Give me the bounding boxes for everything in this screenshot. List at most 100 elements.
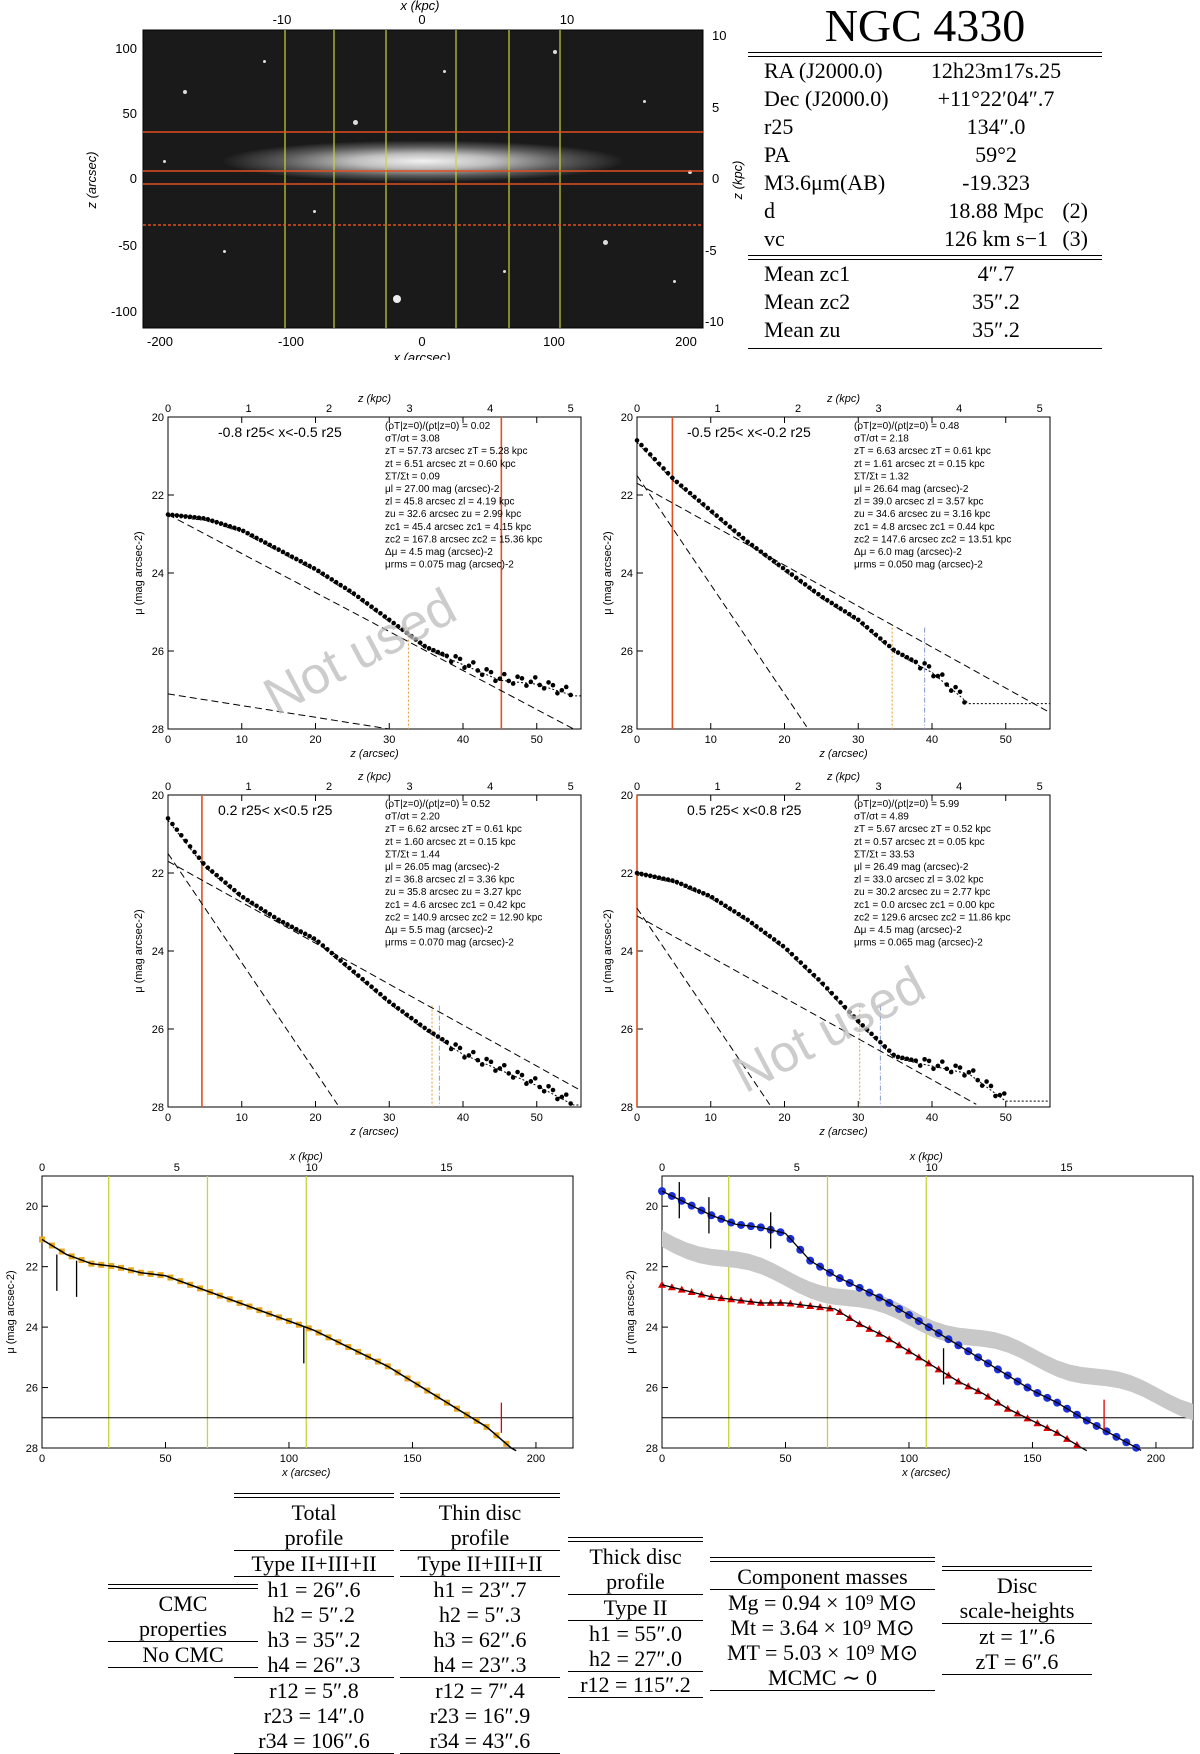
data-point [205, 865, 211, 870]
data-point [395, 1005, 401, 1011]
data-point [245, 897, 250, 903]
fit-annotation: σT/σt = 2.20 [385, 812, 440, 823]
x-top-tick-label: 5 [568, 781, 574, 793]
x-tick-label: 20 [778, 734, 790, 746]
data-point [652, 874, 657, 880]
table-cell: h3 = 62″.6 [433, 1627, 527, 1652]
fit-annotation: Δμ = 6.0 mag (arcsec)-2 [854, 547, 962, 558]
x-tick-label: 0 [634, 734, 640, 746]
data-point [435, 649, 441, 655]
table-cell: Type II+III+II [417, 1551, 543, 1576]
data-point [205, 517, 211, 522]
table-cell: Thick disc [589, 1544, 682, 1569]
vertical-profile-panel: 0 10 20 30 40 50 0 1 2 3 4 5 z (kpc) z (arcsec) 20 22 24… [602, 393, 1051, 760]
y-tick-label: 26 [621, 1024, 633, 1036]
property-row: vc 126 km s−1 (3) [748, 225, 1102, 253]
galaxy-name: NGC 4330 [824, 0, 1026, 51]
data-point [798, 578, 804, 584]
property-key: Dec (J2000.0) [764, 86, 889, 111]
data-point [289, 554, 295, 559]
table-cell: r12 = 5″.8 [269, 1678, 359, 1703]
fit-annotation: Δμ = 4.5 mag (arcsec)-2 [385, 547, 493, 558]
x-top-tick-label: 0 [39, 1162, 45, 1174]
data-point [563, 1092, 569, 1097]
radial-profile-panel: 0 50 100 150 200 0 5 10 15 x (kpc) x (arcsec) 20 22 2… [5, 1151, 574, 1479]
table-cell: zt = 1″.6 [979, 1624, 1055, 1649]
data-point [448, 659, 454, 665]
x-tick-label: 150 [403, 1453, 421, 1465]
data-point [364, 601, 370, 606]
x-tick-label: 30 [383, 1112, 395, 1124]
data-point [519, 1072, 525, 1078]
data-point [263, 909, 268, 914]
data-point [174, 827, 180, 832]
fit-line [661, 1190, 1142, 1451]
data-point [453, 654, 458, 659]
data-point [254, 903, 259, 909]
x-tick-label: 50 [531, 1112, 543, 1124]
y-axis-label: μ (mag arcsec-2) [602, 531, 614, 614]
data-point [386, 617, 392, 623]
y-tick-label: 26 [152, 1024, 164, 1036]
data-point [754, 924, 759, 929]
image-left-tick: -100 [111, 304, 137, 319]
data-point [316, 568, 321, 574]
data-point [851, 614, 857, 620]
property-row: M3.6μm(AB) -19.323 [748, 169, 1102, 197]
data-point [183, 514, 188, 519]
data-point [701, 502, 706, 507]
data-point [555, 690, 560, 696]
x-top-tick-label: 5 [794, 1162, 800, 1174]
fit-annotation: ΣT/Σt = 1.44 [385, 849, 440, 860]
x-top-tick-label: 1 [245, 403, 251, 415]
data-point [882, 1044, 888, 1049]
y-tick-label: 24 [26, 1322, 38, 1334]
data-point [440, 1036, 445, 1042]
table-cell: h4 = 26″.3 [267, 1652, 361, 1677]
image-left-tick: -50 [118, 238, 137, 253]
data-point [342, 961, 348, 967]
data-point [502, 1062, 507, 1068]
fit-annotation: (ρT|z=0)/(ρt|z=0) = 0.48 [854, 421, 960, 432]
data-point [400, 627, 405, 632]
fit-annotation: ΣT/Σt = 33.53 [854, 849, 915, 860]
fit-annotation: Δμ = 4.5 mag (arcsec)-2 [854, 925, 962, 936]
data-point [749, 542, 755, 548]
table-cell: MT = 5.03 × 10⁹ M⊙ [726, 1640, 919, 1665]
data-point [347, 588, 352, 593]
data-point [546, 1083, 551, 1089]
data-point [909, 1057, 914, 1063]
data-point [639, 871, 644, 877]
fit-line [41, 1238, 517, 1452]
thin-disc-column: Thin disc profile Type II+III+II h1 = 23″.7… [400, 1491, 560, 1754]
fit-annotation: ΣT/Σt = 1.32 [854, 471, 909, 482]
data-point [979, 1083, 985, 1088]
data-point [510, 681, 516, 686]
table-cell: Mt = 3.64 × 10⁹ M⊙ [730, 1615, 915, 1640]
data-point [227, 524, 233, 529]
table-cell: MCMC ∼ 0 [768, 1665, 877, 1690]
data-point [471, 660, 476, 665]
data-point [665, 470, 671, 476]
top-axis-label: z (kpc) [357, 771, 391, 783]
table-cell: h4 = 23″.3 [433, 1652, 527, 1677]
y-tick-label: 22 [646, 1262, 658, 1274]
data-point [568, 692, 573, 698]
data-point [267, 542, 273, 548]
x-tick-label: 30 [852, 734, 864, 746]
y-axis-label: μ (mag arcsec-2) [5, 1270, 17, 1353]
fit-annotation: zc2 = 147.6 arcsec zc2 = 13.51 kpc [854, 534, 1011, 545]
y-tick-label: 28 [621, 1102, 633, 1114]
fit-annotation: zt = 0.57 arcsec zt = 0.05 kpc [854, 837, 985, 848]
data-point [674, 879, 680, 885]
x-top-tick-label: 10 [306, 1162, 318, 1174]
data-point [373, 988, 379, 993]
y-tick-label: 22 [621, 490, 633, 502]
mean-key: Mean zc2 [764, 289, 851, 314]
fit-annotation: zc1 = 4.6 arcsec zc1 = 0.42 kpc [385, 900, 526, 911]
table-cell: h1 = 23″.7 [433, 1577, 527, 1602]
x-top-tick-label: 1 [714, 781, 720, 793]
x-tick-label: 50 [1000, 734, 1012, 746]
data-point [709, 895, 715, 900]
image-top-axis-label: x (kpc) [400, 0, 440, 13]
